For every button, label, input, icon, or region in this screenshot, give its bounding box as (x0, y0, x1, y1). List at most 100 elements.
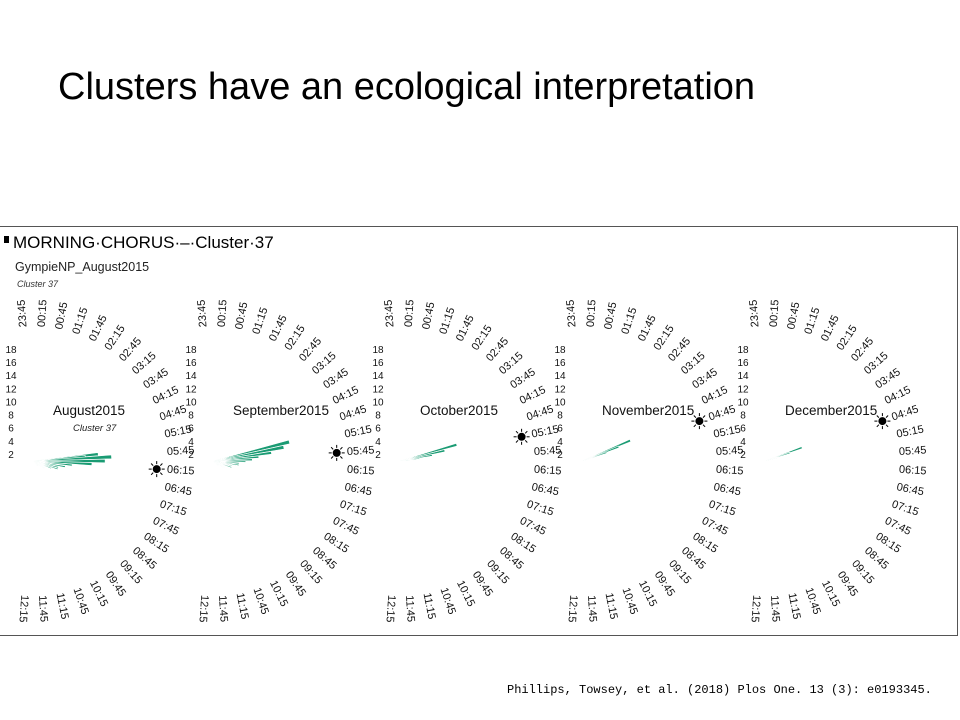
radial-tick-label: 8 (375, 411, 381, 422)
radial-tick-label: 10 (554, 397, 566, 408)
time-tick-label: 11:45 (403, 595, 417, 622)
rose-bar (212, 458, 253, 462)
time-tick-label: 01:15 (70, 306, 90, 336)
radial-tick-label: 6 (557, 424, 563, 435)
radial-tick-label: 4 (557, 437, 563, 448)
time-tick-label: 04:45 (890, 403, 920, 423)
time-tick-label: 11:15 (603, 592, 620, 621)
rose-bar (399, 459, 414, 462)
time-tick-label: 10:15 (454, 579, 477, 609)
radial-tick-label: 2 (375, 450, 381, 461)
time-tick-label: 04:15 (331, 384, 361, 407)
rose-bar (32, 458, 106, 464)
radial-tick-label: 4 (188, 437, 194, 448)
time-tick-label: 11:45 (36, 595, 50, 622)
rose-bar (581, 456, 595, 462)
time-tick-label: 11:45 (585, 595, 599, 622)
time-tick-label: 00:45 (602, 301, 619, 330)
radial-tick-label: 6 (188, 424, 194, 435)
radial-tick-label: 16 (185, 358, 197, 369)
time-tick-label: 06:45 (344, 481, 373, 498)
time-tick-label: 05:45 (347, 444, 375, 458)
time-tick-label: 00:15 (36, 299, 50, 327)
time-tick-label: 05:15 (895, 423, 924, 440)
month-title: November2015 (602, 403, 694, 418)
rose-bar (399, 454, 433, 462)
sunrise-icon (874, 413, 891, 430)
slide-title: Clusters have an ecological interpretati… (58, 66, 756, 108)
rose-bar (399, 443, 458, 462)
time-tick-label: 06:45 (713, 481, 742, 498)
time-tick-label: 06:15 (716, 464, 744, 478)
rose-bar (212, 451, 272, 462)
time-tick-label: 00:15 (216, 299, 230, 327)
time-tick-label: 05:15 (712, 423, 741, 440)
radial-tick-label: 12 (372, 384, 384, 395)
sunrise-icon (148, 461, 165, 478)
month-title: August2015 (53, 403, 125, 418)
site-label: GympieNP_August2015 (15, 260, 149, 274)
month-subtitle: Cluster 37 (73, 423, 117, 434)
time-tick-label: 23:45 (196, 299, 210, 327)
month-title: September2015 (233, 403, 329, 418)
figure-panel: MORNING·CHORUS·–·Cluster·37 GympieNP_Aug… (0, 226, 958, 636)
radial-tick-label: 2 (188, 450, 194, 461)
time-tick-label: 06:15 (899, 464, 927, 478)
time-tick-label: 07:15 (338, 498, 368, 518)
radial-tick-label: 16 (372, 358, 384, 369)
rose-bar (212, 445, 285, 462)
time-tick-label: 00:15 (585, 299, 599, 327)
time-tick-label: 11:45 (768, 595, 782, 622)
time-tick-label: 11:15 (421, 592, 438, 621)
radial-tick-label: 2 (8, 450, 14, 461)
radial-tick-label: 10 (372, 397, 384, 408)
radial-tick-label: 16 (554, 358, 566, 369)
time-tick-label: 11:15 (234, 592, 251, 621)
time-tick-label: 04:45 (707, 403, 737, 423)
rose-bar (212, 439, 291, 462)
time-tick-label: 05:15 (343, 423, 372, 440)
radial-tick-label: 10 (737, 397, 749, 408)
radial-tick-label: 14 (737, 371, 749, 382)
time-tick-label: 10:15 (819, 579, 842, 609)
rose-bar (212, 460, 247, 463)
time-tick-label: 07:15 (525, 498, 555, 518)
rose-bar (212, 460, 219, 466)
radial-tick-label: 8 (188, 411, 194, 422)
radial-tick-label: 10 (185, 397, 197, 408)
time-tick-label: 10:45 (803, 586, 823, 616)
radial-tick-label: 6 (8, 424, 14, 435)
time-tick-label: 06:15 (167, 464, 195, 478)
time-tick-label: 00:45 (785, 301, 802, 330)
time-tick-label: 10:45 (438, 586, 458, 616)
time-tick-label: 12:15 (749, 595, 763, 623)
time-tick-label: 04:45 (338, 403, 368, 423)
radial-tick-label: 4 (375, 437, 381, 448)
radial-tick-label: 2 (557, 450, 563, 461)
radial-tick-label: 14 (5, 371, 17, 382)
time-tick-label: 00:15 (403, 299, 417, 327)
time-tick-label: 05:45 (167, 444, 195, 458)
time-tick-label: 12:15 (384, 595, 398, 623)
rose-bar (581, 438, 632, 462)
rose-bar (32, 454, 112, 462)
time-tick-label: 04:15 (883, 384, 913, 407)
time-tick-label: 06:45 (896, 481, 925, 498)
sunrise-icon (513, 428, 530, 445)
radial-tick-label: 14 (372, 371, 384, 382)
radial-tick-label: 18 (5, 345, 17, 356)
radial-tick-label: 2 (740, 450, 746, 461)
radial-tick-label: 10 (5, 397, 17, 408)
sunrise-icon (691, 413, 708, 430)
time-tick-label: 07:15 (158, 498, 188, 518)
time-tick-label: 23:45 (383, 299, 397, 327)
radial-tick-label: 14 (185, 371, 197, 382)
time-tick-label: 11:45 (216, 595, 230, 622)
radial-tick-label: 6 (740, 424, 746, 435)
time-tick-label: 05:45 (534, 444, 562, 458)
time-tick-label: 12:15 (197, 595, 211, 623)
time-tick-label: 23:45 (565, 299, 579, 327)
radial-tick-label: 12 (737, 384, 749, 395)
